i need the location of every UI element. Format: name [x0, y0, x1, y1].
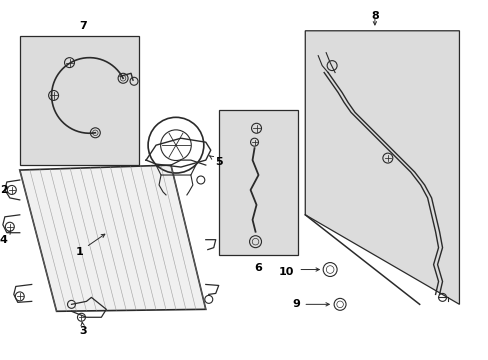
- Text: 10: 10: [278, 266, 294, 276]
- Text: 7: 7: [80, 21, 87, 31]
- Polygon shape: [305, 31, 459, 304]
- Text: 8: 8: [370, 11, 378, 21]
- Text: 1: 1: [76, 247, 83, 257]
- Text: 2: 2: [0, 185, 8, 195]
- Text: 9: 9: [292, 300, 300, 309]
- Text: 3: 3: [80, 326, 87, 336]
- Text: 6: 6: [254, 262, 262, 273]
- Text: 4: 4: [0, 235, 8, 245]
- Polygon shape: [20, 165, 205, 311]
- Bar: [20, 36, 139, 165]
- Bar: [218, 111, 298, 255]
- Text: 5: 5: [214, 157, 222, 167]
